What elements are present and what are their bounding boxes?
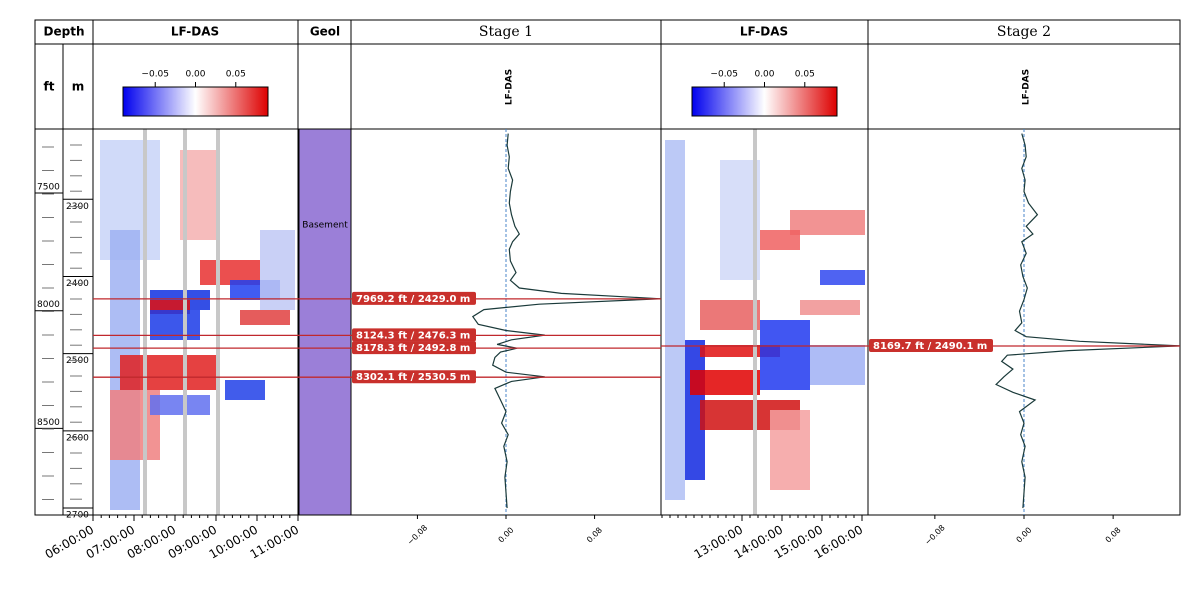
pick-label-bg xyxy=(352,341,476,355)
heatmap-patch xyxy=(120,355,220,390)
trace xyxy=(471,133,662,509)
heatmap-patch xyxy=(260,230,295,310)
colorbar-tick-label: 0.00 xyxy=(185,70,205,80)
heatmap-patch xyxy=(150,395,210,415)
header-m: m xyxy=(72,80,85,94)
colorbar-tick-label: 0.00 xyxy=(754,70,774,80)
gap-band xyxy=(753,129,757,515)
trace-label: LF-DAS xyxy=(505,69,515,105)
ft-tick-label: 8500 xyxy=(37,418,60,428)
heatmap-patch xyxy=(760,230,800,250)
pick-label-bg xyxy=(352,370,476,384)
pick-label: 8302.1 ft / 2530.5 m xyxy=(356,372,470,383)
pick-label-bg xyxy=(352,291,476,305)
header-geol: Geol xyxy=(310,25,340,39)
colorbar-tick-label: 0.05 xyxy=(226,70,246,80)
x-tick-label: 0.08 xyxy=(1104,526,1123,545)
pick-label-bg xyxy=(869,339,993,353)
grid-frame xyxy=(34,19,1181,516)
pick-label: 8178.3 ft / 2492.8 m xyxy=(356,343,470,354)
gap-band xyxy=(143,129,147,515)
header-ft: ft xyxy=(44,80,55,94)
pick-label: 8124.3 ft / 2476.3 m xyxy=(356,330,470,341)
gap-band xyxy=(216,129,220,515)
x-tick-label: −0.08 xyxy=(923,523,947,547)
heatmap-patch xyxy=(240,310,290,325)
heatmap-patch xyxy=(770,410,810,490)
pick-label: 8169.7 ft / 2490.1 m xyxy=(873,341,987,352)
trace-label: LF-DAS xyxy=(1022,69,1032,105)
heatmap-patch xyxy=(800,300,860,315)
header-lfdas: LF-DAS xyxy=(740,25,788,39)
gap-band xyxy=(183,129,187,515)
heatmap-patch xyxy=(690,370,760,395)
header-stage: Stage 2 xyxy=(997,24,1051,40)
ft-tick-label: 7500 xyxy=(37,183,60,193)
pick-label-bg xyxy=(352,328,476,342)
colorbar xyxy=(122,86,269,117)
heatmap-patch xyxy=(665,140,685,500)
header-stage: Stage 1 xyxy=(479,24,533,40)
header-lfdas: LF-DAS xyxy=(171,25,219,39)
heatmap-decoration xyxy=(100,129,865,515)
m-tick-label: 2600 xyxy=(66,433,89,443)
heatmap-patch xyxy=(225,380,265,400)
colorbar-tick-label: −0.05 xyxy=(141,70,169,80)
x-tick-label: 0.00 xyxy=(497,526,516,545)
header-depth: Depth xyxy=(44,25,85,39)
trace xyxy=(995,133,1181,509)
colorbar-tick-label: −0.05 xyxy=(710,70,738,80)
m-tick-label: 2700 xyxy=(66,511,89,521)
x-tick-label: −0.08 xyxy=(406,523,430,547)
x-tick-label: 0.08 xyxy=(585,526,604,545)
colorbar-tick-label: 0.05 xyxy=(795,70,815,80)
heatmap-patch xyxy=(760,320,810,390)
colorbar xyxy=(691,86,838,117)
geology-unit xyxy=(298,128,352,516)
m-tick-label: 2500 xyxy=(66,356,89,366)
heatmap-patch xyxy=(820,270,865,285)
geology-label: Basement xyxy=(302,221,348,231)
pick-label: 7969.2 ft / 2429.0 m xyxy=(356,294,470,305)
x-tick-label: 0.00 xyxy=(1015,526,1034,545)
heatmap-patch xyxy=(700,300,760,330)
heatmap-patch xyxy=(810,345,865,385)
heatmap-patch xyxy=(790,210,865,235)
ft-tick-label: 8000 xyxy=(37,300,60,310)
